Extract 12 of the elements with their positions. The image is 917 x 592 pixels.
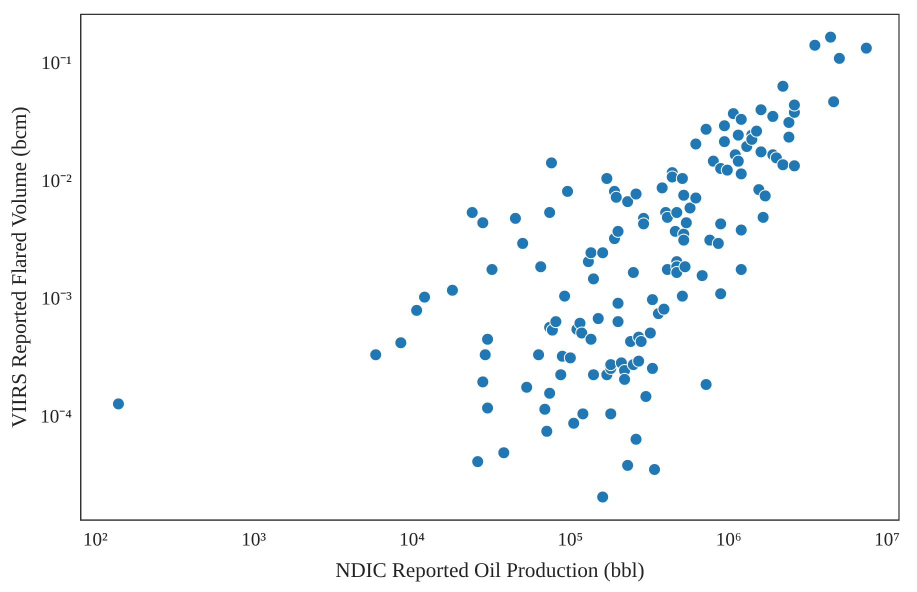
x-axis-title: NDIC Reported Oil Production (bbl) <box>335 558 644 582</box>
x-tick-label: 10⁴ <box>399 529 426 550</box>
y-tick-label: 10⁻⁴ <box>40 406 72 428</box>
x-tick-label: 10⁶ <box>716 529 742 550</box>
x-tick-label: 10⁷ <box>874 529 900 550</box>
y-axis-title: VIIRS Reported Flared Volume (bcm) <box>7 106 32 428</box>
y-tick-label: 10⁻² <box>41 170 72 192</box>
y-tick-label: 10⁻¹ <box>41 53 72 74</box>
x-tick-label: 10⁵ <box>558 529 584 550</box>
x-tick-label: 10³ <box>241 529 266 550</box>
x-tick-label: 10² <box>82 529 108 550</box>
y-tick-label: 10⁻³ <box>41 288 72 310</box>
